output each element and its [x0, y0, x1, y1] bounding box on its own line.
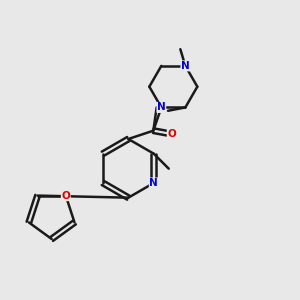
Text: O: O	[167, 129, 176, 139]
Text: O: O	[61, 190, 70, 201]
Text: N: N	[181, 61, 190, 71]
Text: N: N	[157, 103, 166, 112]
Text: N: N	[149, 178, 158, 188]
